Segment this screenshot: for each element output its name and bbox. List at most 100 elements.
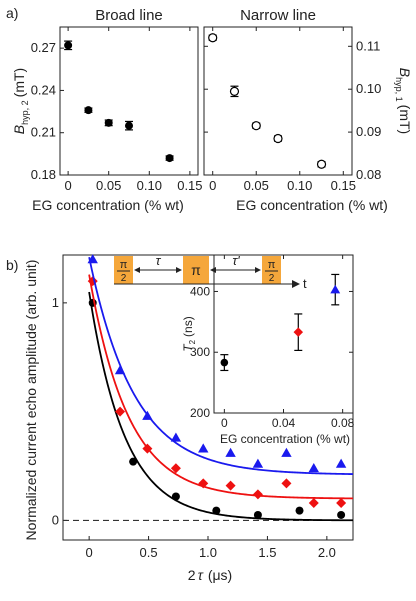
data-point xyxy=(198,478,209,489)
data-point xyxy=(273,133,283,144)
data-point xyxy=(225,480,236,491)
x-axis-label-tau: τ xyxy=(198,567,204,583)
data-point xyxy=(170,463,181,474)
data-point xyxy=(198,443,209,453)
time-axis-arrow xyxy=(292,280,300,288)
data-point xyxy=(308,498,319,509)
pulse-pi-half-2-num: π xyxy=(268,259,276,271)
panel-label-b: b) xyxy=(6,257,18,273)
y-axis-label-main: B xyxy=(397,68,413,77)
data-point xyxy=(104,118,113,127)
x-tick-label: 0.05 xyxy=(244,178,269,193)
x-tick-label: 0.04 xyxy=(272,416,296,430)
x-tick-label: 0.10 xyxy=(287,178,312,193)
data-point xyxy=(225,447,236,457)
fit-curve xyxy=(88,256,354,475)
data-point xyxy=(84,106,93,115)
tau-arrow-1-head-right xyxy=(176,267,182,273)
pulse-pi-label: π xyxy=(191,262,201,278)
tau-arrow-2-head-left xyxy=(210,267,216,273)
y-tick-label: 0.24 xyxy=(31,82,56,97)
tau-label-1: τ xyxy=(156,253,162,268)
y-tick-label: 400 xyxy=(190,284,210,298)
y-axis-label-sub: hyp, 2 xyxy=(20,100,30,125)
y-axis-label: Bhyp, 2 (mT) xyxy=(11,68,30,134)
plot-frame xyxy=(59,26,199,176)
y-axis-label-unit: (ns) xyxy=(181,316,195,337)
y-tick-label: 0.21 xyxy=(31,125,56,140)
y-axis-label: Normalized current echo amplitude (arb. … xyxy=(23,260,39,541)
tau-arrow-1-head-left xyxy=(134,267,140,273)
pulse-pi-half-1 xyxy=(114,256,133,284)
pulse-pi-half-1-num: π xyxy=(120,259,128,271)
y-tick-label: 0.09 xyxy=(356,124,381,139)
y-axis-label: T2 (ns) xyxy=(181,316,197,351)
data-point xyxy=(87,254,98,264)
x-tick-label: 1.5 xyxy=(258,545,276,560)
data-point xyxy=(252,458,264,468)
x-axis-label: EG concentration (% wt) xyxy=(236,197,388,213)
pulse-sequence: π 2 π π 2 t τ τ' xyxy=(114,253,307,291)
x-tick-label: 0.10 xyxy=(137,178,162,193)
y-tick-label: 200 xyxy=(190,406,210,420)
x-axis-label-unit: (μs) xyxy=(208,567,232,583)
chart-title: Narrow line xyxy=(240,7,316,24)
y-axis-label-main: T xyxy=(181,343,195,352)
data-point xyxy=(281,447,292,457)
data-point xyxy=(229,86,240,96)
data-point xyxy=(281,478,292,489)
y-tick-label: 1 xyxy=(52,295,59,310)
x-axis-label: EG concentration (% wt) xyxy=(220,432,350,446)
y-axis-label: Bhyp, 1 (mT) xyxy=(394,68,413,134)
y-tick-label: 0.11 xyxy=(356,38,380,53)
data-point xyxy=(220,358,229,367)
data-point xyxy=(252,489,263,500)
data-point xyxy=(129,457,138,466)
data-point xyxy=(293,327,304,337)
data-point xyxy=(170,432,182,442)
tau-arrow-2-head-right xyxy=(255,267,261,273)
data-point xyxy=(335,458,347,468)
data-point xyxy=(295,506,304,515)
x-tick-label: 0 xyxy=(65,178,72,193)
y-tick-label: 0.10 xyxy=(356,81,381,96)
pulse-pi xyxy=(183,256,209,284)
panel-label-a: a) xyxy=(6,5,18,21)
tau-label-2: τ' xyxy=(232,253,240,268)
chart-t2-inset: EG concentration (% wt) T2(ns) 0 0.04 0.08… xyxy=(181,254,355,446)
x-tick-label: 0 xyxy=(209,178,216,193)
chart-echo-decay: Normalized current echo amplitude (arb. … xyxy=(23,254,354,583)
y-tick-label: 0.27 xyxy=(31,40,56,55)
data-point xyxy=(142,410,153,420)
chart-narrow-line: Narrow line EG concentration (% wt) Bhyp… xyxy=(203,7,413,213)
data-point xyxy=(308,463,319,473)
x-tick-label: 2.0 xyxy=(318,545,336,560)
y-axis-label-unit: (mT) xyxy=(11,68,27,98)
data-point xyxy=(208,33,218,43)
fit-curve xyxy=(88,291,354,522)
y-tick-label: 0.18 xyxy=(31,167,56,182)
y-tick-label: 300 xyxy=(190,345,210,359)
y-axis-label-main: B xyxy=(11,125,27,134)
data-point xyxy=(64,41,73,50)
time-axis-label: t xyxy=(303,276,307,291)
fit-curve xyxy=(88,274,354,500)
chart-broad-line: Broad line EG concentration (% wt) Bhyp,… xyxy=(11,7,203,213)
y-axis-label-sub: 2 xyxy=(188,339,197,344)
y-tick-label: 0.08 xyxy=(356,167,381,182)
x-tick-label: 0.15 xyxy=(331,178,356,193)
y-axis-label-sub: hyp, 1 xyxy=(394,77,404,102)
pulse-pi-half-2 xyxy=(262,256,281,284)
data-point xyxy=(336,498,347,509)
data-point xyxy=(212,506,221,515)
x-tick-label: 0.05 xyxy=(96,178,121,193)
data-point xyxy=(316,159,327,169)
data-point xyxy=(253,510,262,519)
inset-frame xyxy=(213,254,354,414)
pulse-pi-half-2-den: 2 xyxy=(269,273,275,284)
data-point xyxy=(142,443,153,454)
chart-title: Broad line xyxy=(95,7,163,24)
pulse-pi-half-1-den: 2 xyxy=(121,273,127,284)
y-axis-label-unit: (mT) xyxy=(397,105,413,135)
data-point xyxy=(114,365,126,375)
